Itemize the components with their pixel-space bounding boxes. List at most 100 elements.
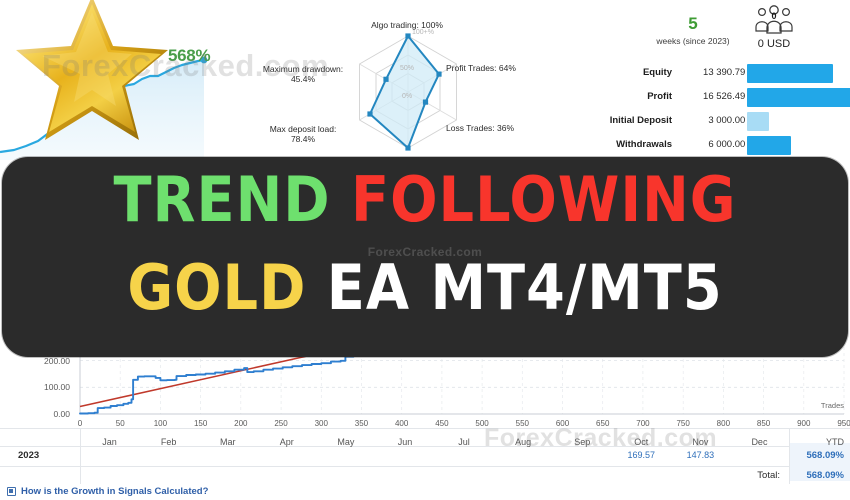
month-header: Jun (397, 437, 413, 447)
weeks-value: 5 (688, 14, 698, 33)
radar-point (405, 33, 411, 39)
x-tick-label: 50 (115, 419, 125, 428)
stat-bar (747, 112, 769, 131)
x-tick-label: 200 (234, 419, 248, 428)
stat-bar (747, 88, 850, 107)
radar-points (367, 33, 442, 151)
x-tick-label: 750 (676, 419, 690, 428)
mini-chart-endpoint (200, 56, 208, 64)
total-label: Total: (757, 470, 780, 481)
radar-ring-label-50: 50% (400, 65, 414, 72)
month-header: Nov (692, 437, 709, 447)
y-tick-label: 200.00 (44, 355, 70, 366)
x-axis-title: Trades (820, 401, 844, 410)
month-header: Jan (102, 437, 117, 447)
radar-ring-label-100: 100+% (412, 29, 434, 36)
radar-point (422, 99, 429, 105)
month-header: Sep (574, 437, 591, 447)
growth-calc-link[interactable]: How is the Growth in Signals Calculated? (21, 485, 209, 497)
month-header: Apr (279, 437, 294, 447)
x-tick-label: 800 (716, 419, 731, 428)
subscribers-badge-count: 0 (771, 11, 776, 21)
month-header: Mar (219, 437, 236, 447)
table-row-year: 2023 (18, 450, 40, 461)
stat-label: Withdrawals (616, 139, 672, 150)
x-tick-label: 150 (193, 419, 208, 428)
x-tick-label: 900 (797, 419, 811, 428)
x-tick-label: 450 (435, 419, 449, 428)
ytd-header: YTD (826, 437, 844, 447)
total-value: 568.09% (806, 470, 844, 481)
x-tick-label: 950 (837, 419, 850, 428)
x-tick-label: 500 (475, 419, 489, 428)
x-tick-label: 850 (756, 419, 771, 428)
x-tick-label: 350 (354, 419, 369, 428)
radar-label-profit-trades: Profit Trades: 64% (446, 63, 516, 73)
x-tick-label: 300 (314, 419, 328, 428)
stat-value: 6 000.00 USD (708, 139, 768, 150)
subscribers-people-icon: 0 (752, 5, 796, 37)
month-header: Oct (634, 437, 649, 447)
gold-star-icon (12, 0, 172, 144)
radar-label-max-deposit-load-line1: Max deposit load: (269, 124, 337, 134)
stat-label: Equity (642, 67, 672, 78)
info-box-icon (7, 486, 16, 496)
x-tick-label: 100 (153, 419, 168, 428)
radar-point (383, 76, 389, 82)
x-tick-label: 650 (596, 419, 610, 428)
x-tick-label: 550 (515, 419, 529, 428)
radar-point (436, 71, 442, 77)
growth-percent-badge: 568% (168, 46, 211, 65)
promo-banner: TREND FOLLOWING ForexCracked.com GOLD EA… (2, 157, 848, 357)
radar-label-algo-trading: Algo trading: 100% (371, 20, 443, 30)
table-vline-ytd (789, 428, 790, 484)
stat-value: 16 526.49 USD (703, 91, 768, 102)
table-divider-top (0, 428, 850, 429)
radar-label-max-deposit-load-line2: 78.4% (290, 134, 316, 145)
radar-series-polygon (369, 35, 440, 149)
banner-word-ea: EA MT4/MT5 (326, 251, 723, 324)
x-tick-label: 400 (394, 419, 409, 428)
banner-line-2: GOLD EA MT4/MT5 (2, 257, 848, 319)
radar-chart-svg: 100+% 50% 0% (359, 29, 457, 151)
subscribers-value: 0 USD (757, 38, 791, 50)
footer-bar: How is the Growth in Signals Calculated? (0, 482, 850, 500)
x-tick-label: 600 (555, 419, 570, 428)
month-value: 147.83 (686, 450, 715, 460)
radar-point (405, 145, 411, 151)
radar-label-max-drawdown-line1: Maximum drawdown: (262, 64, 344, 74)
stat-value: 3 000.00 USD (708, 115, 768, 126)
radar-point (367, 111, 373, 117)
y-tick-label: 0.00 (53, 409, 70, 419)
month-header: Feb (160, 437, 177, 447)
x-tick-label: 250 (274, 419, 288, 428)
radar-label-max-drawdown-line2: 45.4% (290, 74, 316, 85)
stat-value: 13 390.79 USD (703, 67, 768, 78)
ytd-highlight (790, 443, 850, 481)
x-tick-label: 700 (636, 419, 650, 428)
banner-word-trend: TREND (113, 163, 331, 236)
banner-line-1: TREND FOLLOWING (2, 169, 848, 231)
month-value: 169.57 (627, 450, 656, 460)
banner-word-following: FOLLOWING (351, 163, 737, 236)
month-header: Jul (458, 437, 470, 447)
weeks-caption: weeks (since 2023) (656, 36, 730, 46)
radar-ring-label-0: 0% (402, 93, 412, 100)
stat-label: Initial Deposit (609, 115, 672, 126)
radar-chart: 100+% 50% 0% (250, 0, 550, 165)
y-tick-label: 100.00 (44, 382, 70, 393)
banner-word-gold: GOLD (127, 251, 307, 324)
table-vline-left (80, 428, 81, 484)
table-divider-mid (0, 446, 850, 447)
radar-label-max-drawdown: Maximum drawdown: 45.4% (248, 64, 358, 85)
stat-bar (747, 136, 791, 155)
watermark-banner: ForexCracked.com (367, 245, 483, 259)
month-header: Dec (751, 437, 768, 447)
month-header: Aug (515, 437, 532, 447)
month-header: May (337, 437, 355, 447)
table-divider-bottom (0, 466, 850, 467)
radar-label-loss-trades: Loss Trades: 36% (446, 123, 515, 133)
ytd-value: 568.09% (806, 450, 844, 461)
radar-label-max-deposit-load: Max deposit load: 78.4% (248, 124, 358, 145)
